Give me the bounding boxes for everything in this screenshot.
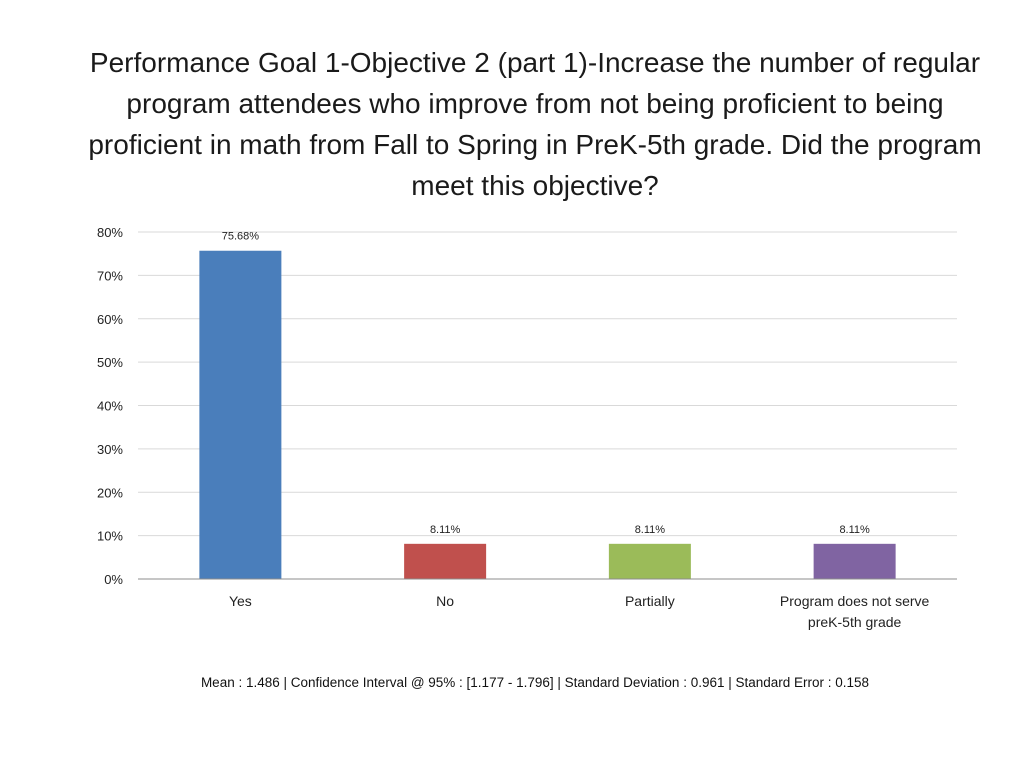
data-labels: 75.68% 8.11% 8.11% 8.11% bbox=[222, 231, 870, 536]
y-tick-label: 0% bbox=[104, 572, 123, 587]
y-axis-tick-labels: 0% 10% 20% 30% 40% 50% 60% 70% 80% bbox=[97, 225, 123, 587]
y-tick-label: 40% bbox=[97, 399, 123, 414]
x-axis-tick-labels: Yes No Partially Program does not serve preK… bbox=[229, 593, 930, 630]
bar bbox=[608, 543, 691, 579]
y-tick-label: 10% bbox=[97, 529, 123, 544]
data-label: 75.68% bbox=[222, 231, 260, 243]
bar bbox=[404, 543, 487, 579]
y-tick-label: 70% bbox=[97, 268, 123, 283]
y-tick-label: 30% bbox=[97, 442, 123, 457]
bar bbox=[813, 543, 896, 579]
bars bbox=[199, 250, 896, 579]
x-tick-label: Program does not serve preK-5th grade bbox=[780, 593, 930, 630]
data-label: 8.11% bbox=[839, 524, 870, 536]
y-tick-label: 80% bbox=[97, 225, 123, 240]
y-tick-label: 50% bbox=[97, 355, 123, 370]
data-label: 8.11% bbox=[635, 524, 666, 536]
bar bbox=[199, 250, 282, 579]
y-tick-label: 60% bbox=[97, 312, 123, 327]
y-tick-label: 20% bbox=[97, 485, 123, 500]
x-tick-label: Partially bbox=[625, 593, 675, 609]
chart-title: Performance Goal 1-Objective 2 (part 1)-… bbox=[88, 47, 982, 201]
x-tick-label: Yes bbox=[229, 593, 252, 609]
x-tick-label: No bbox=[436, 593, 454, 609]
stats-footer: Mean : 1.486 | Confidence Interval @ 95%… bbox=[200, 675, 870, 690]
data-label: 8.11% bbox=[430, 524, 461, 536]
